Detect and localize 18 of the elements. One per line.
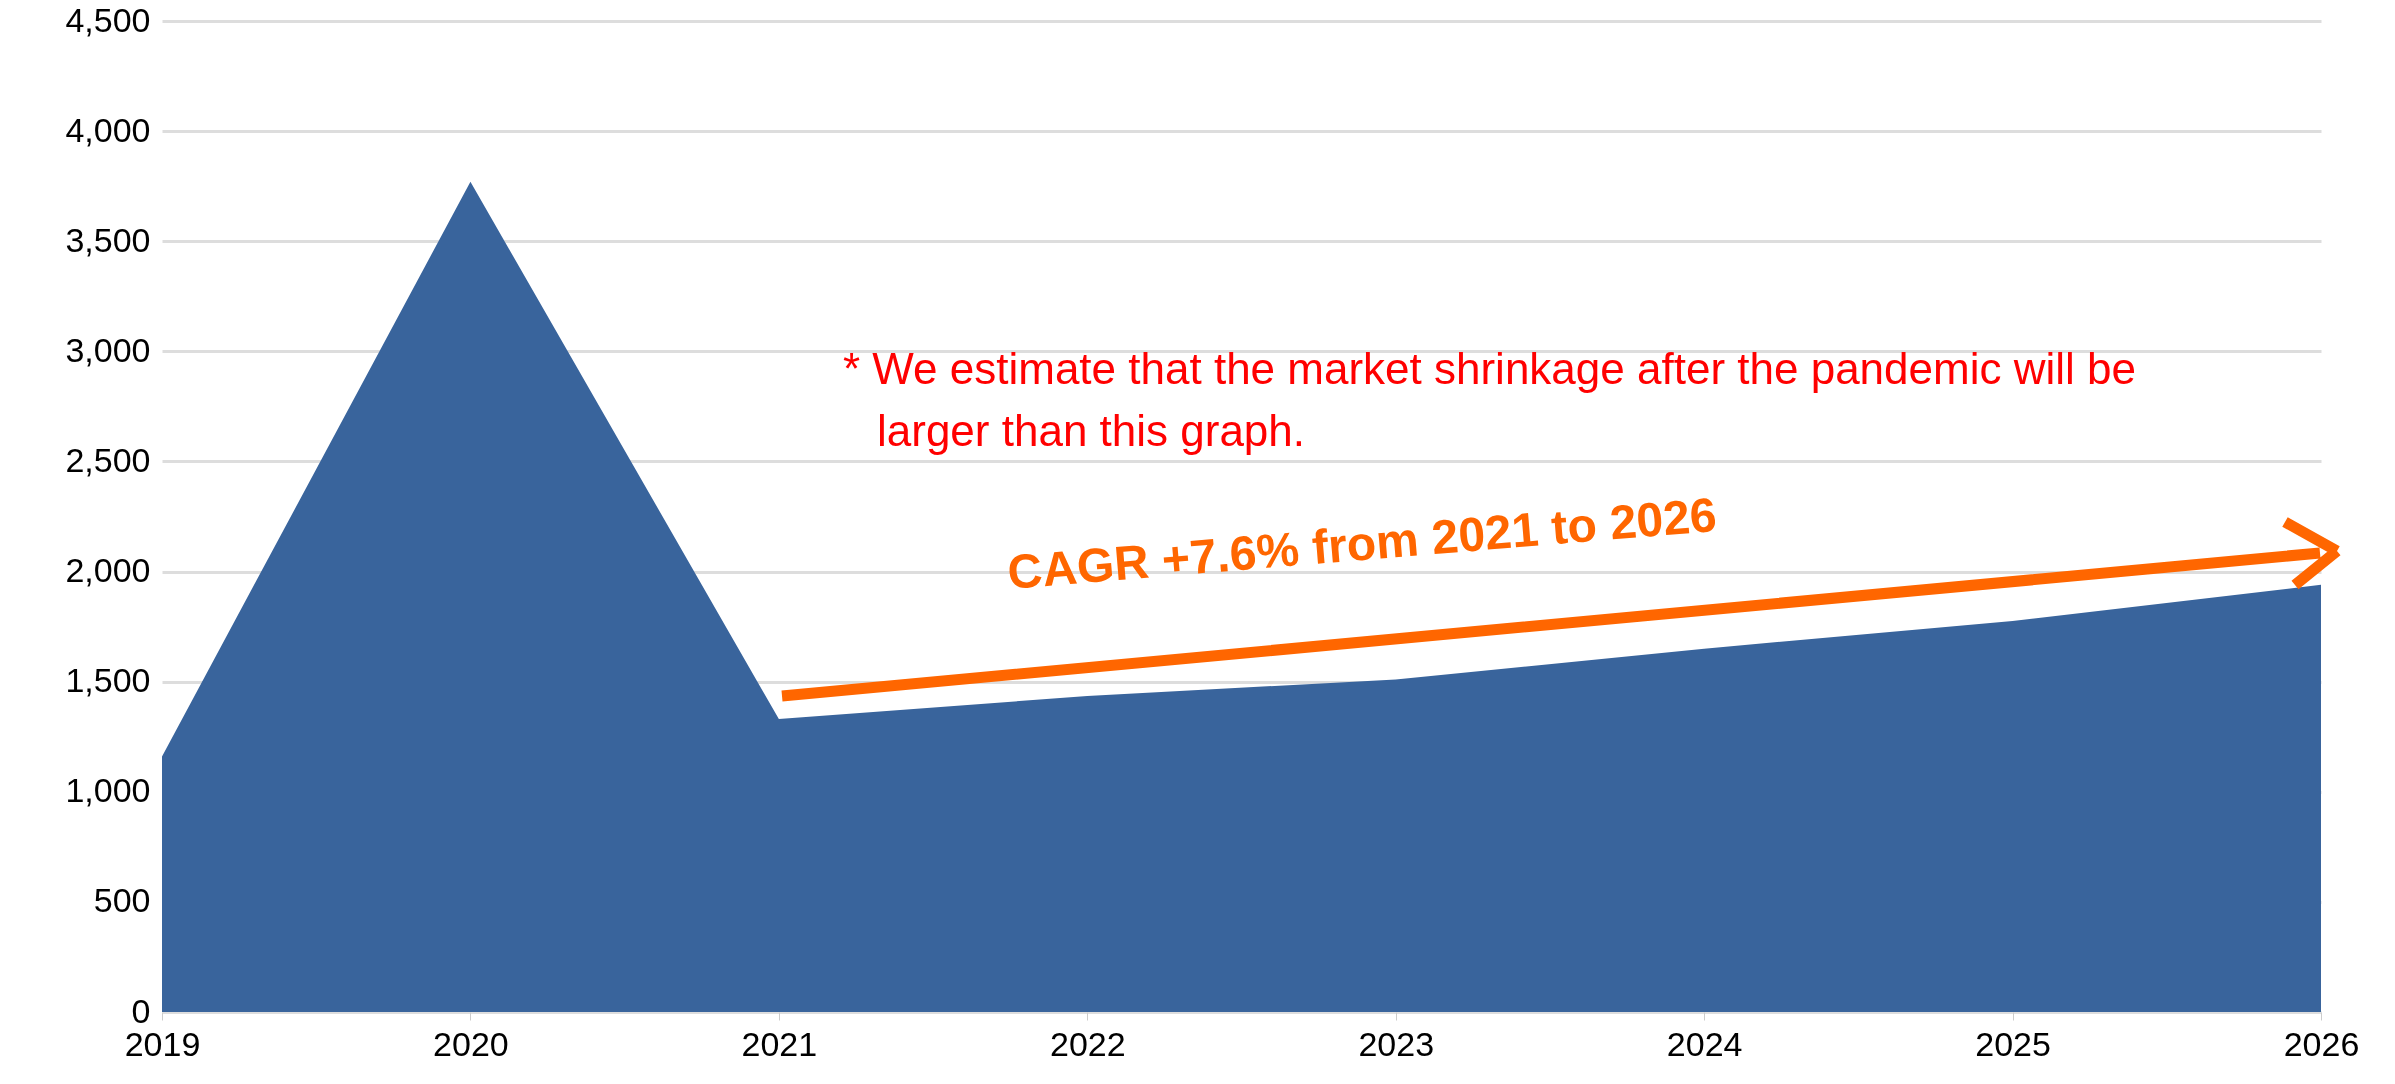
x-tick-label: 2020 — [433, 1024, 509, 1063]
y-tick-label: 3,500 — [65, 220, 151, 259]
x-tick-label: 2023 — [1358, 1024, 1435, 1063]
y-tick-label: 1,000 — [65, 771, 151, 810]
y-tick-label: 2,500 — [65, 440, 151, 479]
y-tick-label: 4,000 — [65, 110, 151, 149]
y-tick-label: 3,000 — [65, 330, 151, 369]
annotation: * We estimate that the market shrinkage after the pandemic will be larger than this graph. — [843, 343, 2137, 457]
x-tick-label: 2025 — [1975, 1024, 2051, 1063]
x-tick-label: 2026 — [2283, 1024, 2360, 1063]
y-tick-label: 4,500 — [65, 0, 151, 39]
annotation: CAGR +7.6% from 2021 to 2026 — [1005, 486, 1719, 600]
y-tick-label: 1,500 — [65, 661, 151, 700]
y-tick-label: 2,000 — [65, 551, 151, 590]
y-tick-label: 500 — [93, 881, 151, 920]
x-tick-label: 2021 — [741, 1024, 818, 1063]
x-tick-label: 2024 — [1666, 1024, 1743, 1063]
x-tick-label: 2022 — [1049, 1024, 1126, 1063]
